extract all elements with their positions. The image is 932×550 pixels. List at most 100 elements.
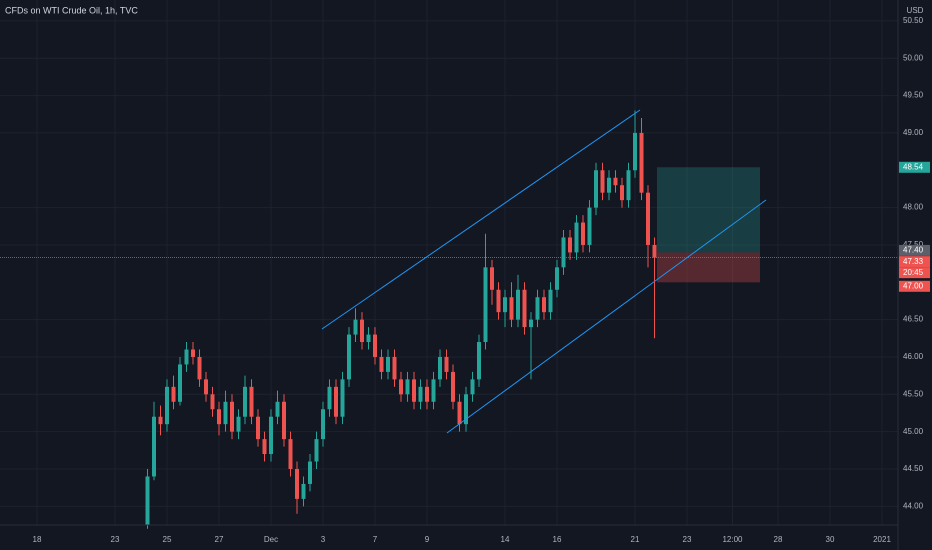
candle-body bbox=[327, 386, 332, 410]
candle-body bbox=[542, 297, 546, 313]
x-tick-label: 25 bbox=[163, 535, 172, 544]
candle-body bbox=[373, 334, 377, 357]
x-tick-label: 14 bbox=[501, 535, 510, 544]
candle-body bbox=[340, 379, 345, 417]
candle-body bbox=[366, 334, 371, 343]
y-tick-label: 44.50 bbox=[903, 464, 924, 473]
last-price-label: 47.33 bbox=[903, 257, 924, 266]
candle-body bbox=[639, 132, 644, 193]
countdown-box bbox=[899, 267, 930, 279]
candle-body bbox=[158, 416, 163, 425]
candle-body bbox=[165, 386, 169, 425]
candle-body bbox=[217, 409, 221, 425]
candle-body bbox=[399, 379, 403, 395]
last-price-label-box bbox=[899, 256, 930, 268]
x-tick-label: 2021 bbox=[873, 535, 891, 544]
entry-label-box bbox=[899, 244, 930, 256]
candle-body bbox=[145, 476, 150, 525]
candle-body bbox=[191, 349, 195, 357]
candle-body bbox=[581, 222, 585, 245]
candle-body bbox=[405, 379, 410, 395]
candle-body bbox=[314, 439, 319, 462]
candle-body bbox=[451, 371, 455, 402]
candle-body bbox=[236, 416, 241, 432]
candle-body bbox=[483, 267, 488, 343]
candle-body bbox=[386, 356, 390, 372]
profit-zone bbox=[657, 167, 760, 253]
candle-body bbox=[464, 394, 468, 425]
target-label: 48.54 bbox=[903, 162, 924, 171]
candle-body bbox=[490, 267, 494, 290]
candle-body bbox=[522, 289, 527, 328]
candle-body bbox=[392, 356, 397, 380]
candle-body bbox=[594, 170, 598, 208]
x-tick-label: 7 bbox=[373, 535, 378, 544]
candle-body bbox=[425, 386, 429, 402]
candle-body bbox=[353, 319, 358, 335]
x-tick-label: 3 bbox=[321, 535, 326, 544]
channel-lower bbox=[446, 199, 767, 434]
x-tick-label: 23 bbox=[111, 535, 120, 544]
x-tick-label: 23 bbox=[683, 535, 692, 544]
x-tick-label: 27 bbox=[215, 535, 224, 544]
candle-body bbox=[295, 468, 299, 499]
candle-body bbox=[652, 244, 657, 258]
y-tick-label: 47.50 bbox=[903, 240, 924, 249]
candle-body bbox=[379, 356, 384, 372]
candle-body bbox=[412, 379, 416, 402]
stop-label-box bbox=[899, 280, 930, 292]
entry-label: 47.40 bbox=[903, 246, 924, 255]
candle-body bbox=[256, 416, 260, 440]
candle-body bbox=[620, 185, 624, 201]
candle-body bbox=[249, 386, 254, 417]
stop-label: 47.00 bbox=[903, 281, 924, 290]
candle-body bbox=[626, 170, 631, 201]
candle-body bbox=[613, 177, 618, 186]
y-tick-label: 46.50 bbox=[903, 315, 924, 324]
candle-body bbox=[360, 319, 364, 343]
target-label-box bbox=[899, 161, 930, 173]
candle-body bbox=[288, 439, 293, 469]
candle-body bbox=[587, 207, 592, 245]
candle-body bbox=[548, 289, 553, 313]
candle-body bbox=[438, 356, 442, 380]
candle-body bbox=[529, 319, 533, 328]
x-tick-label: Dec bbox=[264, 535, 278, 544]
candle-body bbox=[418, 386, 423, 402]
candle-body bbox=[574, 222, 579, 253]
candle-body bbox=[457, 401, 462, 425]
y-tick-label: 49.50 bbox=[903, 91, 924, 100]
x-tick-label: 28 bbox=[774, 535, 783, 544]
x-tick-label: 21 bbox=[631, 535, 640, 544]
countdown: 20:45 bbox=[903, 268, 924, 277]
x-tick-label: 12:00 bbox=[722, 535, 743, 544]
x-tick-label: 16 bbox=[553, 535, 562, 544]
candle-body bbox=[178, 364, 182, 402]
chart-title: CFDs on WTI Crude Oil, 1h, TVC bbox=[5, 5, 138, 15]
candle-body bbox=[230, 401, 234, 432]
candle-body bbox=[509, 297, 514, 320]
candle-body bbox=[646, 192, 650, 245]
candle-body bbox=[184, 349, 189, 365]
y-tick-label: 49.00 bbox=[903, 128, 924, 137]
y-tick-label: 46.00 bbox=[903, 352, 924, 361]
candle-body bbox=[607, 177, 611, 193]
currency: USD bbox=[907, 6, 924, 15]
candle-body bbox=[275, 401, 280, 417]
y-tick-label: 45.50 bbox=[903, 389, 924, 398]
candle-body bbox=[561, 237, 566, 268]
candle-body bbox=[262, 439, 267, 455]
candle-body bbox=[269, 416, 273, 455]
candle-body bbox=[282, 401, 286, 440]
y-tick-label: 50.00 bbox=[903, 53, 924, 62]
y-tick-label: 44.00 bbox=[903, 501, 924, 510]
candle-body bbox=[347, 334, 351, 380]
candle-body bbox=[431, 379, 436, 402]
candle-body bbox=[477, 342, 481, 380]
candle-body bbox=[444, 356, 449, 372]
candle-body bbox=[496, 289, 501, 313]
x-tick-label: 9 bbox=[425, 535, 430, 544]
